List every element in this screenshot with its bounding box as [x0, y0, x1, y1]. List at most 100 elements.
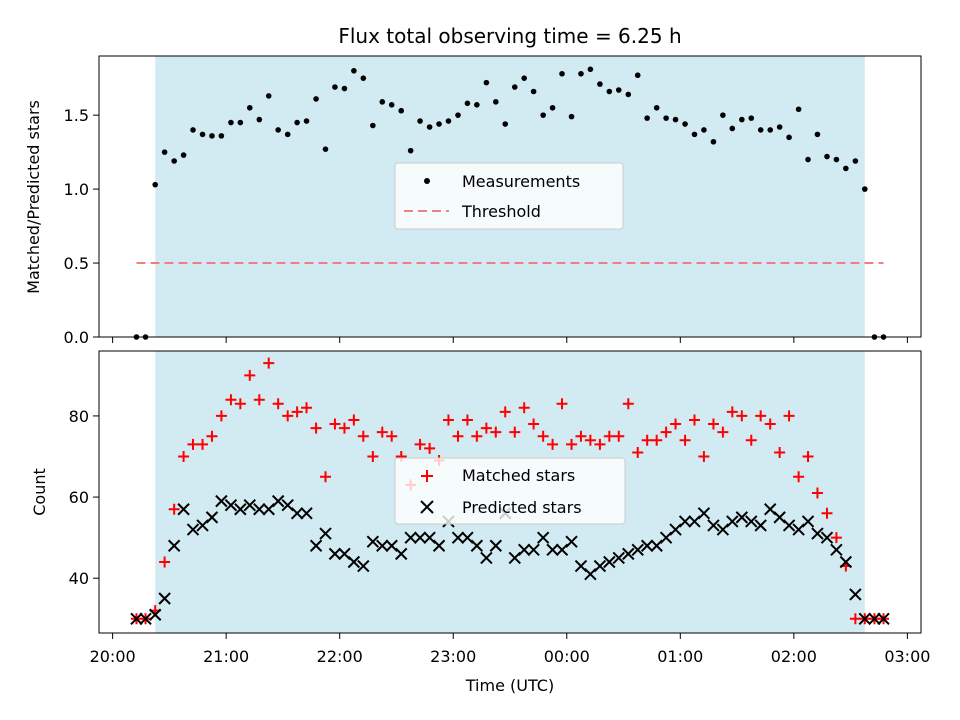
matched-star-point [736, 410, 748, 422]
predicted-star-point [745, 515, 758, 528]
measurement-point [739, 116, 745, 123]
measurement-point [578, 70, 584, 77]
top-y-tick-label: 1.0 [64, 180, 89, 199]
measurement-point [606, 88, 613, 95]
measurement-point [701, 127, 707, 133]
predicted-star-point [451, 531, 465, 544]
predicted-star-point [868, 612, 881, 626]
measurement-point [360, 75, 367, 81]
measurement-point [795, 106, 802, 113]
top-panel: 0.0 0.5 1.0 1.5 Matched/Predicted stars Mea… [24, 55, 922, 347]
matched-star-point [575, 430, 587, 442]
matched-star-point [651, 434, 663, 446]
measurement-point [748, 115, 755, 121]
matched-star-point [499, 406, 511, 418]
predicted-star-point [404, 531, 417, 544]
measurement-point [729, 125, 736, 132]
measurement-point [436, 121, 442, 127]
measurement-point [672, 116, 679, 123]
measurement-point [303, 118, 310, 124]
predicted-star-point [177, 503, 190, 516]
predicted-star-point [328, 547, 342, 561]
measurement-point [597, 81, 603, 87]
bottom-y-axis: 40 60 80 [69, 407, 99, 588]
x-tick-label: 21:00 [203, 647, 249, 666]
predicted-star-point [167, 539, 181, 552]
predicted-star-point [707, 519, 720, 532]
matched-star-point [310, 422, 322, 434]
predicted-star-point [622, 547, 635, 561]
top-y-tick-label: 0.5 [64, 254, 89, 273]
measurement-point [843, 165, 849, 172]
predicted-star-point [205, 511, 219, 524]
measurement-points [133, 66, 887, 340]
predicted-star-point [130, 612, 143, 626]
measurement-point [521, 75, 527, 81]
matched-star-point [774, 446, 786, 458]
predicted-star-point [697, 507, 711, 520]
top-y-tick-label: 0.0 [64, 328, 89, 347]
measurement-point [852, 158, 859, 164]
x-tick-label: 00:00 [544, 647, 590, 666]
measurement-point [370, 122, 376, 129]
predicted-star-point [754, 519, 767, 532]
matched-star-point [537, 430, 549, 442]
measurement-point [691, 131, 698, 138]
predicted-star-point [801, 515, 815, 528]
measurement-point [776, 124, 783, 130]
measurement-point [474, 102, 480, 108]
measurement-point [180, 152, 187, 158]
matched-star-point [329, 418, 341, 430]
matched-star-point [622, 398, 634, 410]
measurement-point [720, 112, 726, 118]
predicted-star-point [148, 608, 162, 621]
legend-marker-matched [421, 470, 433, 482]
measurement-point [379, 99, 386, 105]
matched-star-point [528, 418, 540, 430]
measurement-point [455, 112, 461, 118]
legend-marker-measurements [424, 178, 430, 184]
bottom-legend: Matched stars Predicted stars [394, 457, 626, 525]
x-tick-label: 23:00 [430, 647, 476, 666]
matched-star-point [670, 418, 682, 430]
matched-star-point [234, 398, 246, 410]
measurement-point [294, 119, 300, 126]
measurement-point [861, 186, 868, 192]
measurement-point [511, 84, 518, 90]
predicted-star-point [158, 592, 171, 605]
bottom-plot-frame [98, 350, 922, 634]
predicted-star-point [839, 555, 853, 569]
predicted-star-point [527, 543, 540, 557]
measurement-point [710, 138, 717, 145]
matched-star-point [594, 438, 606, 450]
matched-star-point [547, 438, 559, 450]
measurement-point [341, 85, 348, 92]
measurement-point [644, 115, 650, 121]
measurement-point [464, 100, 471, 107]
predicted-star-point [253, 503, 266, 516]
matched-star-point [357, 430, 369, 442]
measurement-point [540, 112, 546, 118]
measurement-point [483, 79, 490, 86]
measurement-point [351, 67, 357, 74]
predicted-star-point [470, 539, 484, 552]
predicted-star-point [480, 551, 493, 565]
predicted-star-point [215, 494, 228, 508]
matched-star-point [688, 414, 700, 426]
measurement-point [209, 133, 215, 139]
x-tick-label: 02:00 [771, 647, 817, 666]
matched-star-point [282, 410, 294, 422]
matched-star-point [566, 438, 578, 450]
predicted-star-point [347, 555, 361, 569]
legend-marker-predicted [420, 500, 434, 514]
predicted-star-point [271, 494, 285, 508]
matched-star-point [660, 426, 672, 438]
predicted-star-point [139, 612, 152, 626]
matched-star-point [764, 418, 776, 430]
predicted-star-point [366, 535, 380, 548]
matched-star-points [130, 357, 890, 625]
matched-star-point [471, 430, 483, 442]
predicted-star-point [603, 555, 616, 569]
legend-label-threshold: Threshold [461, 202, 541, 221]
predicted-star-point [584, 567, 597, 581]
